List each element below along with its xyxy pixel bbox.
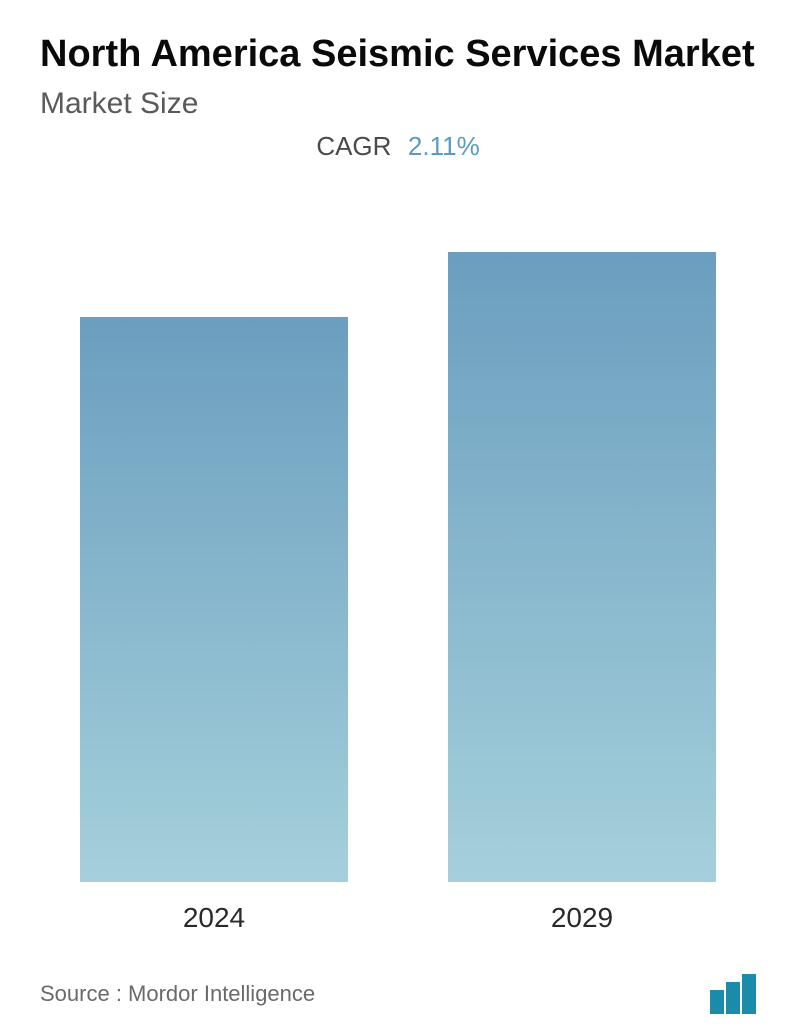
mordor-logo-icon <box>710 974 756 1014</box>
chart-area: 2024 2029 <box>40 192 756 934</box>
bar-2024 <box>80 317 348 882</box>
cagr-value: 2.11% <box>408 131 480 161</box>
source-text: Source : Mordor Intelligence <box>40 981 315 1007</box>
bar-wrapper-2029: 2029 <box>448 252 716 934</box>
logo-bar-1 <box>710 990 724 1014</box>
chart-subtitle: Market Size <box>40 87 756 121</box>
chart-footer: Source : Mordor Intelligence <box>40 944 756 1014</box>
chart-container: North America Seismic Services Market Ma… <box>0 0 796 1034</box>
bar-label-2024: 2024 <box>183 902 245 934</box>
bar-wrapper-2024: 2024 <box>80 317 348 934</box>
logo-bar-3 <box>742 974 756 1014</box>
bar-label-2029: 2029 <box>551 902 613 934</box>
logo-bar-2 <box>726 982 740 1014</box>
cagr-container: CAGR 2.11% <box>40 131 756 162</box>
chart-title: North America Seismic Services Market <box>40 30 756 79</box>
bar-2029 <box>448 252 716 882</box>
cagr-label: CAGR <box>316 131 391 161</box>
